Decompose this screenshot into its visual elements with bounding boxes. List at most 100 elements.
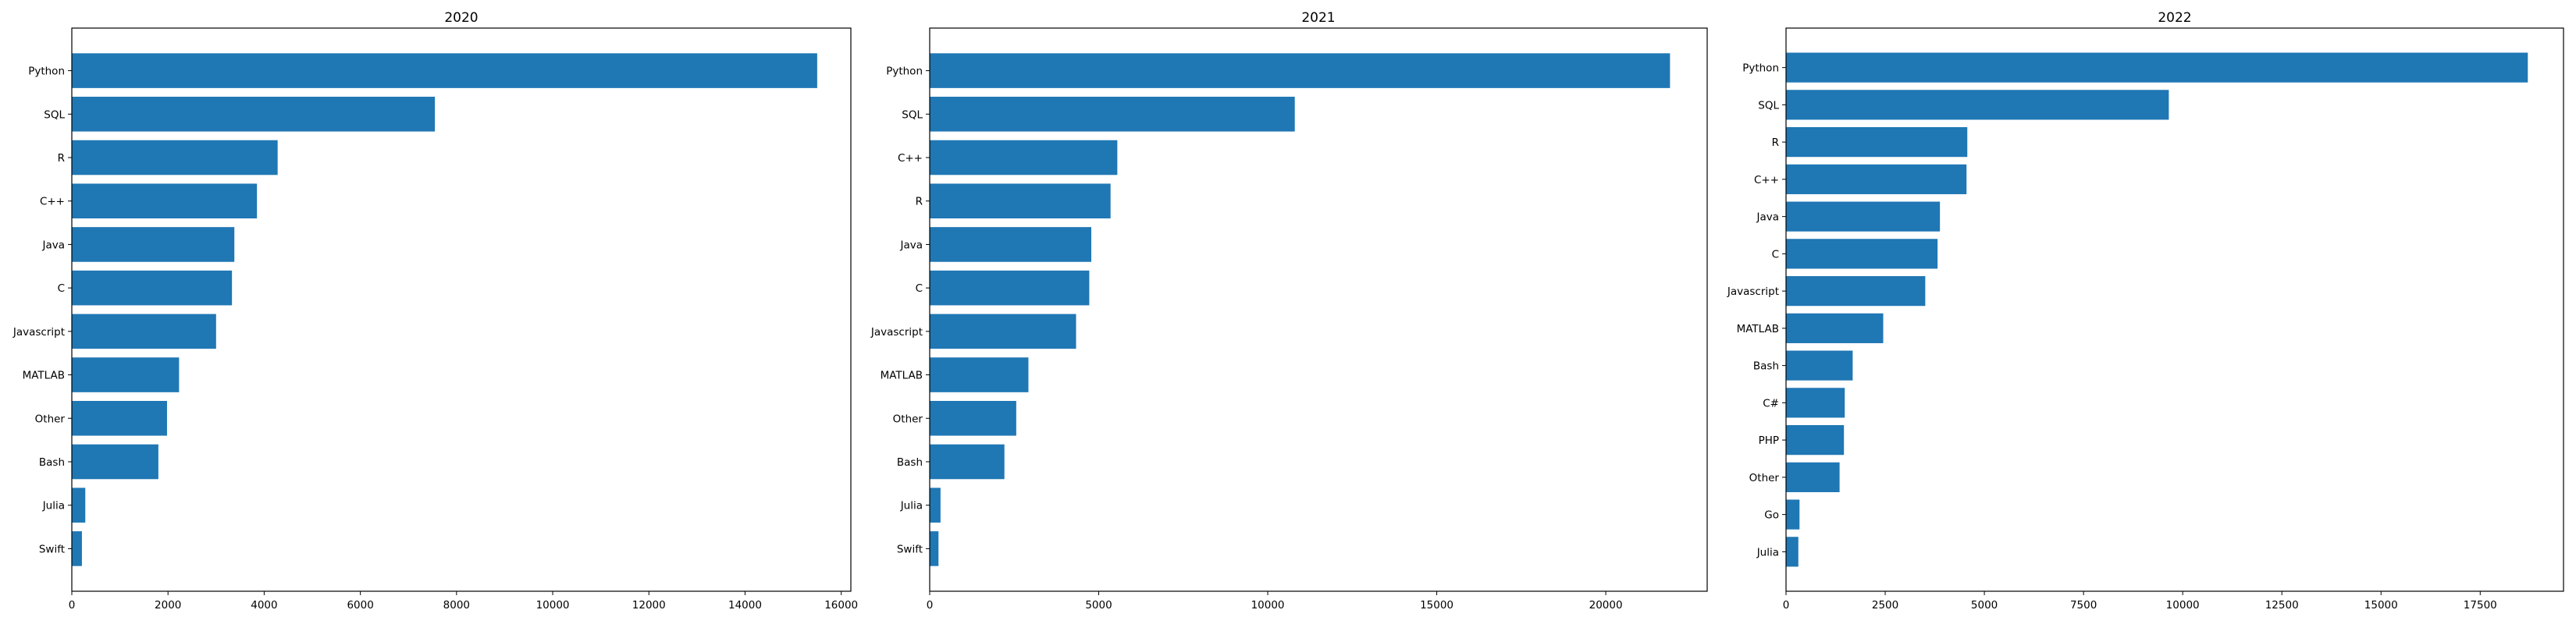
y-tick-label: Julia	[1756, 546, 1779, 558]
bar-Other	[1786, 462, 1840, 492]
bar-Python	[930, 53, 1670, 88]
y-tick-label: MATLAB	[23, 370, 65, 382]
y-tick-label: Javascript	[12, 326, 65, 339]
y-tick-label: Swift	[897, 543, 923, 555]
x-tick-label: 10000	[536, 599, 570, 612]
x-tick-label: 15000	[1420, 599, 1453, 612]
bar-Julia	[72, 488, 86, 523]
y-tick-label: Julia	[42, 500, 65, 512]
x-tick-label: 10000	[1251, 599, 1285, 612]
y-tick-label: Java	[1756, 211, 1779, 224]
y-tick-label: C	[1772, 248, 1779, 261]
y-tick-label: Go	[1764, 509, 1779, 522]
x-tick-label: 10000	[2166, 599, 2200, 612]
bar-R	[72, 140, 278, 176]
x-tick-label: 0	[927, 599, 934, 612]
y-tick-label: SQL	[1758, 99, 1779, 112]
chart-title: 2020	[444, 10, 478, 26]
axes-frame	[71, 27, 852, 592]
y-tick-label: MATLAB	[1737, 323, 1779, 335]
x-tick-label: 2500	[1872, 599, 1898, 612]
x-tick-label: 6000	[347, 599, 373, 612]
y-tick-label: Python	[1742, 62, 1779, 75]
bar-Javascript	[72, 314, 216, 349]
y-tick-label: Javascript	[1727, 285, 1779, 298]
bar-Go	[1786, 499, 1800, 530]
bar-Bash	[72, 444, 158, 480]
bar-Java	[72, 227, 235, 262]
x-tick-label: 2000	[155, 599, 181, 612]
bar-R	[1786, 127, 1968, 158]
y-tick-label: C++	[898, 152, 923, 165]
bar-Swift	[930, 531, 939, 566]
y-tick-label: R	[916, 196, 923, 208]
chart-panel-2021: 2021 Python SQL C++ R Java C Javascript MATLAB Ot…	[870, 10, 1708, 612]
y-tick-label: Javascript	[870, 326, 923, 339]
y-tick-label: Bash	[897, 456, 923, 469]
y-tick-label: SQL	[902, 108, 923, 121]
bar-PHP	[1786, 425, 1845, 456]
axes-frame	[929, 27, 1708, 592]
chart-panel-2022: 2022 Python SQL R C++ Java C Javascript MATLAB Ba…	[1727, 10, 2564, 612]
bar-Python	[72, 53, 817, 88]
chart-panel-2020: 2020 Python SQL R C++ Java C Javascript MATLAB Ot…	[12, 10, 858, 612]
x-tick-label: 12000	[632, 599, 666, 612]
y-tick-label: Bash	[39, 456, 65, 469]
x-tick-label: 12500	[2265, 599, 2299, 612]
bar-C#	[1786, 388, 1845, 418]
bar-SQL	[72, 97, 436, 132]
bar-MATLAB	[72, 357, 180, 392]
y-tick-label: R	[1772, 136, 1779, 149]
bar-SQL	[1786, 90, 2169, 120]
x-tick-label: 17500	[2464, 599, 2497, 612]
x-tick-label: 4000	[251, 599, 277, 612]
y-tick-label: Python	[886, 66, 923, 78]
y-tick-label: Java	[41, 239, 65, 251]
bar-Bash	[1786, 350, 1853, 381]
bar-C++	[930, 140, 1118, 176]
bar-Julia	[930, 488, 941, 523]
bar-SQL	[930, 97, 1295, 132]
y-tick-label: C++	[1754, 174, 1779, 186]
x-tick-label: 20000	[1589, 599, 1623, 612]
y-tick-label: R	[58, 152, 65, 165]
bar-Other	[72, 400, 167, 436]
y-tick-label: MATLAB	[881, 370, 923, 382]
bar-Javascript	[1786, 276, 1926, 307]
chart-title: 2022	[2158, 10, 2191, 26]
x-tick-label: 14000	[728, 599, 762, 612]
bar-C	[1786, 239, 1938, 269]
x-tick-label: 7500	[2070, 599, 2097, 612]
y-tick-label: C#	[1763, 397, 1779, 410]
bar-C	[930, 270, 1090, 306]
bar-Swift	[72, 531, 82, 566]
y-tick-label: Java	[899, 239, 923, 251]
bar-Java	[1786, 201, 1941, 232]
y-tick-label: Python	[28, 66, 65, 78]
y-tick-label: SQL	[44, 108, 65, 121]
bar-Other	[930, 400, 1016, 436]
y-tick-label: Swift	[39, 543, 65, 555]
bar-C++	[1786, 164, 1967, 194]
bar-Python	[1786, 52, 2528, 83]
bar-MATLAB	[930, 357, 1029, 392]
bar-Java	[930, 227, 1091, 262]
y-tick-label: Other	[35, 413, 66, 425]
bar-Javascript	[930, 314, 1076, 349]
y-tick-label: Bash	[1753, 360, 1779, 373]
y-tick-label: Other	[1749, 472, 1780, 484]
bar-Bash	[930, 444, 1005, 480]
y-tick-label: C	[58, 282, 65, 295]
y-tick-label: Other	[893, 413, 923, 425]
bar-R	[930, 183, 1111, 219]
x-tick-label: 5000	[1971, 599, 1998, 612]
y-tick-label: C	[916, 282, 923, 295]
x-tick-label: 0	[1783, 599, 1790, 612]
chart-title: 2021	[1301, 10, 1335, 26]
x-tick-label: 16000	[824, 599, 858, 612]
x-tick-label: 15000	[2364, 599, 2398, 612]
bar-MATLAB	[1786, 313, 1884, 343]
bar-C++	[72, 183, 258, 219]
